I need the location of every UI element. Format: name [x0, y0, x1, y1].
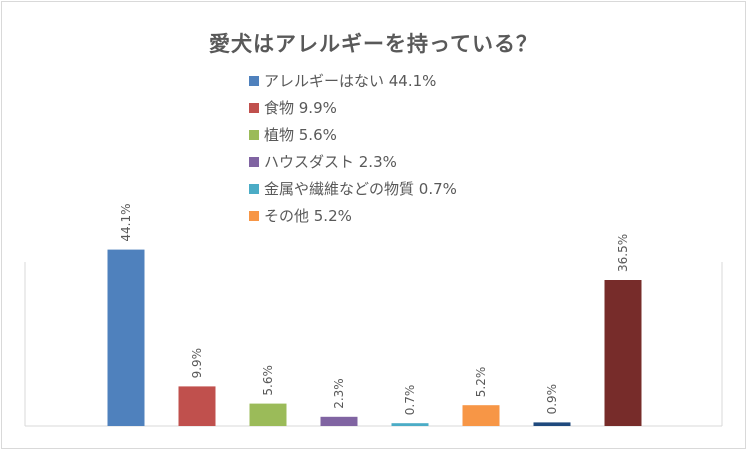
bar-2	[249, 403, 287, 426]
legend-swatch-2	[249, 129, 259, 140]
bar-7	[604, 280, 642, 426]
legend-item-1: 食物 9.9%	[249, 94, 457, 121]
data-label-0: 44.1%	[119, 203, 133, 241]
bar-3	[320, 416, 358, 426]
legend-swatch-3	[249, 156, 259, 167]
data-label-2: 5.6%	[261, 365, 275, 396]
legend-label-3: ハウスダスト 2.3%	[264, 153, 397, 171]
chart-title: 愛犬はアレルギーを持っている？	[209, 32, 538, 56]
data-label-6: 0.9%	[545, 384, 559, 415]
bar-0	[107, 249, 145, 426]
data-label-1: 9.9%	[190, 348, 204, 379]
legend-item-2: 植物 5.6%	[249, 121, 457, 148]
legend-label-4: 金属や繊維などの物質 0.7%	[264, 180, 457, 198]
data-label-4: 0.7%	[403, 385, 417, 416]
bar-5	[462, 405, 500, 426]
legend-label-1: 食物 9.9%	[264, 99, 337, 117]
legend-item-3: ハウスダスト 2.3%	[249, 148, 457, 175]
data-label-3: 2.3%	[332, 378, 346, 409]
bar-4	[391, 423, 429, 426]
legend-label-5: その他 5.2%	[264, 207, 352, 225]
bar-1	[178, 386, 216, 426]
legend-item-4: 金属や繊維などの物質 0.7%	[249, 175, 457, 202]
legend-swatch-0	[249, 75, 259, 86]
data-label-7: 36.5%	[616, 234, 630, 272]
bar-6	[533, 422, 571, 426]
data-label-5: 5.2%	[474, 367, 488, 398]
legend-swatch-1	[249, 102, 259, 113]
legend-label-0: アレルギーはない 44.1%	[264, 72, 437, 90]
legend-swatch-4	[249, 183, 259, 194]
legend-label-2: 植物 5.6%	[264, 126, 337, 144]
legend-swatch-5	[249, 210, 259, 221]
legend-item-0: アレルギーはない 44.1%	[249, 67, 457, 94]
chart-legend: アレルギーはない 44.1% 食物 9.9% 植物 5.6% ハウスダスト 2.3% 金…	[249, 67, 457, 229]
legend-item-5: その他 5.2%	[249, 202, 457, 229]
